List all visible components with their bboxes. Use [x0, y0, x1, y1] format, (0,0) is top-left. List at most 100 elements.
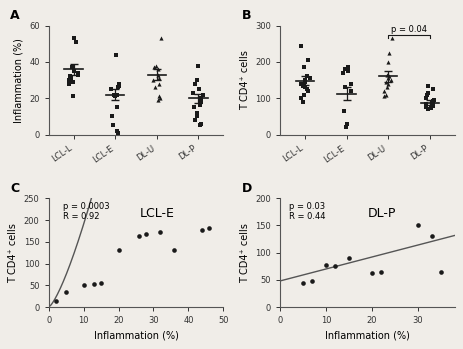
Text: B: B — [242, 9, 251, 22]
Point — [199, 227, 206, 232]
Y-axis label: Inflammation (%): Inflammation (%) — [13, 38, 24, 122]
Point — [339, 70, 347, 76]
Point — [377, 269, 385, 275]
Y-axis label: T CD4⁺ cells: T CD4⁺ cells — [239, 50, 250, 110]
Point — [74, 70, 81, 76]
Point — [65, 77, 73, 83]
Point — [149, 77, 156, 83]
Point — [154, 72, 162, 77]
Point — [304, 57, 312, 63]
Point — [108, 113, 116, 119]
Point — [193, 77, 200, 83]
Point — [198, 95, 205, 101]
Point — [70, 68, 77, 74]
Point — [115, 83, 123, 88]
Point — [194, 113, 201, 119]
Point — [384, 81, 392, 87]
Point — [157, 36, 165, 41]
Point — [388, 77, 395, 83]
Point — [107, 86, 114, 92]
Point — [437, 269, 444, 275]
Y-axis label: T CD4⁺ cells: T CD4⁺ cells — [8, 223, 19, 283]
Point — [430, 103, 437, 109]
Point — [206, 225, 213, 231]
Point — [344, 68, 352, 74]
Point — [423, 104, 430, 110]
Point — [348, 88, 355, 94]
Point — [113, 104, 120, 110]
Point — [299, 99, 307, 105]
Point — [300, 65, 308, 70]
Point — [385, 50, 393, 56]
Point — [414, 223, 422, 228]
Point — [301, 79, 309, 85]
Point — [155, 75, 163, 81]
Point — [194, 63, 201, 68]
Y-axis label: T CD4⁺ cells: T CD4⁺ cells — [240, 223, 250, 283]
Point — [345, 255, 353, 260]
Point — [190, 104, 197, 110]
Point — [156, 94, 163, 99]
Text: R = 0.44: R = 0.44 — [289, 213, 325, 221]
Text: p = 0.03: p = 0.03 — [289, 201, 325, 210]
Point — [299, 280, 307, 285]
Point — [306, 75, 313, 81]
Point — [342, 125, 349, 130]
X-axis label: Inflammation (%): Inflammation (%) — [325, 331, 410, 341]
Text: p = 0.04: p = 0.04 — [391, 25, 427, 34]
Point — [297, 43, 305, 49]
Point — [74, 72, 81, 77]
Point — [297, 81, 304, 87]
Point — [63, 289, 70, 295]
Point — [429, 86, 437, 92]
Point — [143, 231, 150, 237]
Text: A: A — [10, 9, 20, 22]
Point — [156, 81, 163, 87]
Point — [385, 74, 393, 79]
Text: DL-P: DL-P — [367, 207, 396, 220]
X-axis label: Inflammation (%): Inflammation (%) — [94, 331, 178, 341]
Point — [385, 75, 392, 81]
Point — [136, 233, 143, 239]
Point — [67, 75, 75, 81]
Point — [171, 248, 178, 253]
Text: p = 0.0003: p = 0.0003 — [63, 201, 109, 210]
Point — [113, 92, 121, 97]
Point — [383, 84, 390, 90]
Point — [431, 97, 438, 103]
Point — [110, 92, 118, 97]
Point — [113, 52, 120, 58]
Point — [68, 65, 75, 70]
Point — [340, 108, 348, 114]
Point — [425, 90, 432, 96]
Point — [341, 84, 349, 90]
Point — [112, 94, 119, 99]
Point — [423, 92, 431, 97]
Point — [195, 86, 202, 92]
Point — [304, 88, 312, 94]
Point — [196, 122, 203, 128]
Point — [65, 81, 73, 87]
Point — [332, 263, 339, 269]
Point — [69, 79, 77, 85]
Point — [115, 248, 122, 253]
Point — [80, 283, 88, 288]
Text: D: D — [242, 182, 252, 195]
Point — [344, 65, 352, 70]
Point — [368, 270, 375, 276]
Point — [384, 59, 391, 65]
Point — [114, 128, 121, 134]
Point — [70, 36, 78, 41]
Point — [303, 86, 311, 92]
Point — [90, 282, 98, 287]
Point — [154, 66, 161, 72]
Point — [344, 121, 351, 126]
Point — [300, 92, 307, 97]
Point — [380, 94, 388, 99]
Point — [425, 106, 432, 112]
Point — [115, 84, 122, 90]
Point — [52, 298, 59, 303]
Point — [429, 102, 436, 107]
Point — [383, 72, 390, 77]
Point — [297, 95, 304, 101]
